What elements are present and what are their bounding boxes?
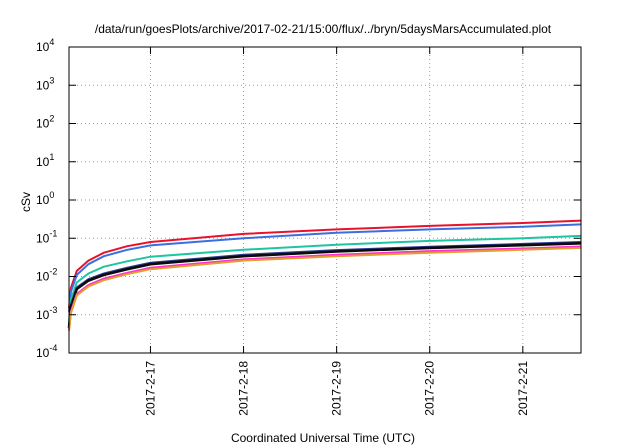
- y-tick-label: 103: [36, 75, 54, 92]
- x-tick-label: 2017-2-19: [330, 361, 344, 416]
- y-axis-label: cSv: [19, 192, 33, 212]
- y-tick-label: 100: [36, 190, 54, 207]
- y-tick-label: 10-3: [36, 305, 57, 322]
- series-line-1: [68, 219, 582, 309]
- x-axis-label: Coordinated Universal Time (UTC): [231, 431, 415, 445]
- x-axis-ticks: 2017-2-17 2017-2-18 2017-2-19 2017-2-20 2017…: [143, 47, 530, 416]
- y-tick-label: 102: [36, 114, 54, 131]
- series-lines: [67, 219, 582, 331]
- x-tick-label: 2017-2-21: [516, 361, 530, 416]
- y-tick-label: 104: [36, 37, 54, 54]
- y-axis-ticks: 10-4 10-3 10-2 10-1 100 101 102 103 104: [36, 37, 581, 360]
- y-tick-label: 10-4: [36, 343, 57, 360]
- series-line-2: [68, 223, 582, 312]
- series-line-3: [68, 234, 582, 321]
- series-line-6: [68, 245, 582, 331]
- x-tick-label: 2017-2-17: [143, 361, 157, 416]
- x-tick-label: 2017-2-20: [423, 361, 437, 416]
- grid: [69, 47, 581, 353]
- chart-title: /data/run/goesPlots/archive/2017-02-21/1…: [95, 22, 552, 36]
- y-tick-label: 10-2: [36, 267, 57, 284]
- y-tick-label: 101: [36, 152, 54, 169]
- series-line-7: [68, 246, 582, 331]
- y-tick-label: 10-1: [36, 228, 57, 245]
- series-line-5: [67, 242, 582, 329]
- x-tick-label: 2017-2-18: [237, 361, 251, 416]
